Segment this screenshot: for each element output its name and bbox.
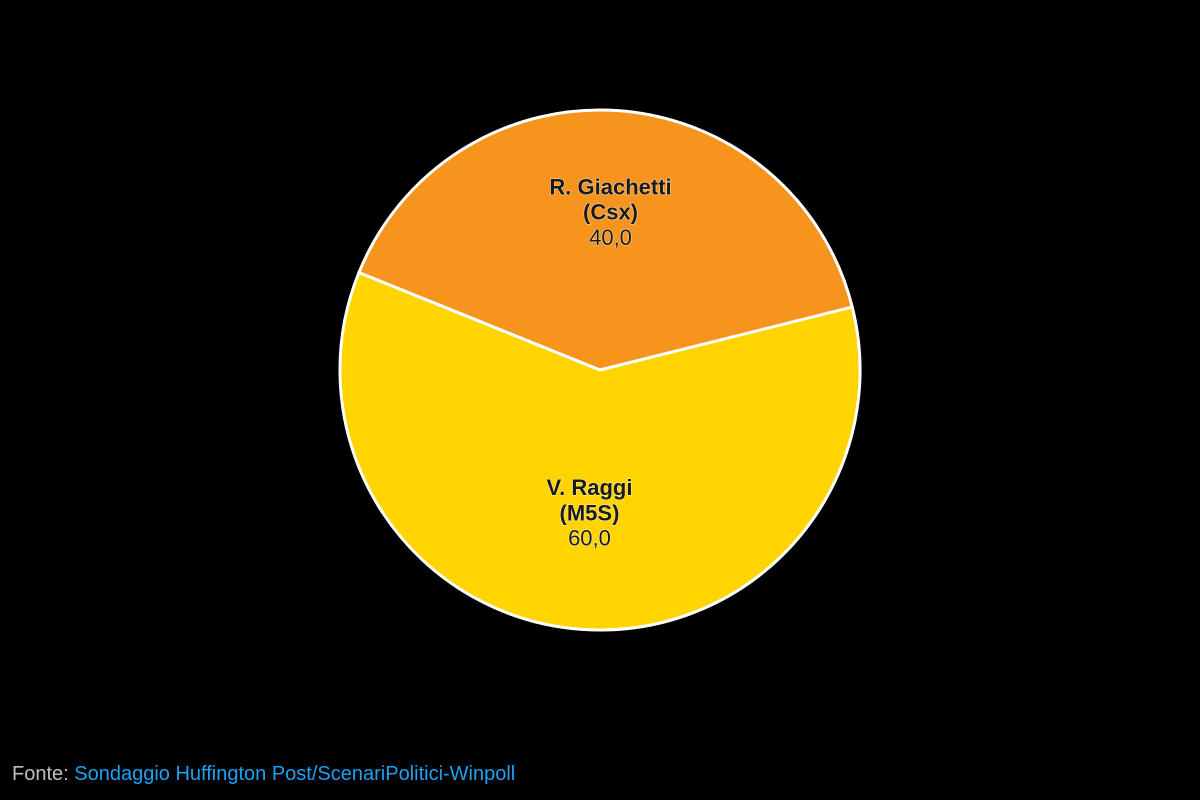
pie-slice-label-raggi-line1: V. Raggi (546, 475, 632, 500)
pie-chart-svg: R. Giachetti(Csx)40,0 V. Raggi(M5S)60,0 (0, 0, 1200, 800)
pie-slice-value-giachetti: 40,0 (589, 225, 632, 250)
source-prefix: Fonte: (12, 763, 74, 785)
pie-chart-container: R. Giachetti(Csx)40,0 V. Raggi(M5S)60,0 (0, 0, 1200, 800)
source-line: Fonte: Sondaggio Huffington Post/Scenari… (12, 762, 515, 786)
pie-slice-value-raggi: 60,0 (568, 526, 611, 551)
chart-stage: R. Giachetti(Csx)40,0 V. Raggi(M5S)60,0 F… (0, 0, 1200, 800)
pie-slice-label-raggi-line2: (M5S) (560, 500, 620, 525)
pie-slice-label-giachetti-line1: R. Giachetti (549, 174, 671, 199)
pie-slice-label-giachetti-line2: (Csx) (583, 200, 638, 225)
source-link[interactable]: Sondaggio Huffington Post/ScenariPolitic… (74, 763, 515, 785)
